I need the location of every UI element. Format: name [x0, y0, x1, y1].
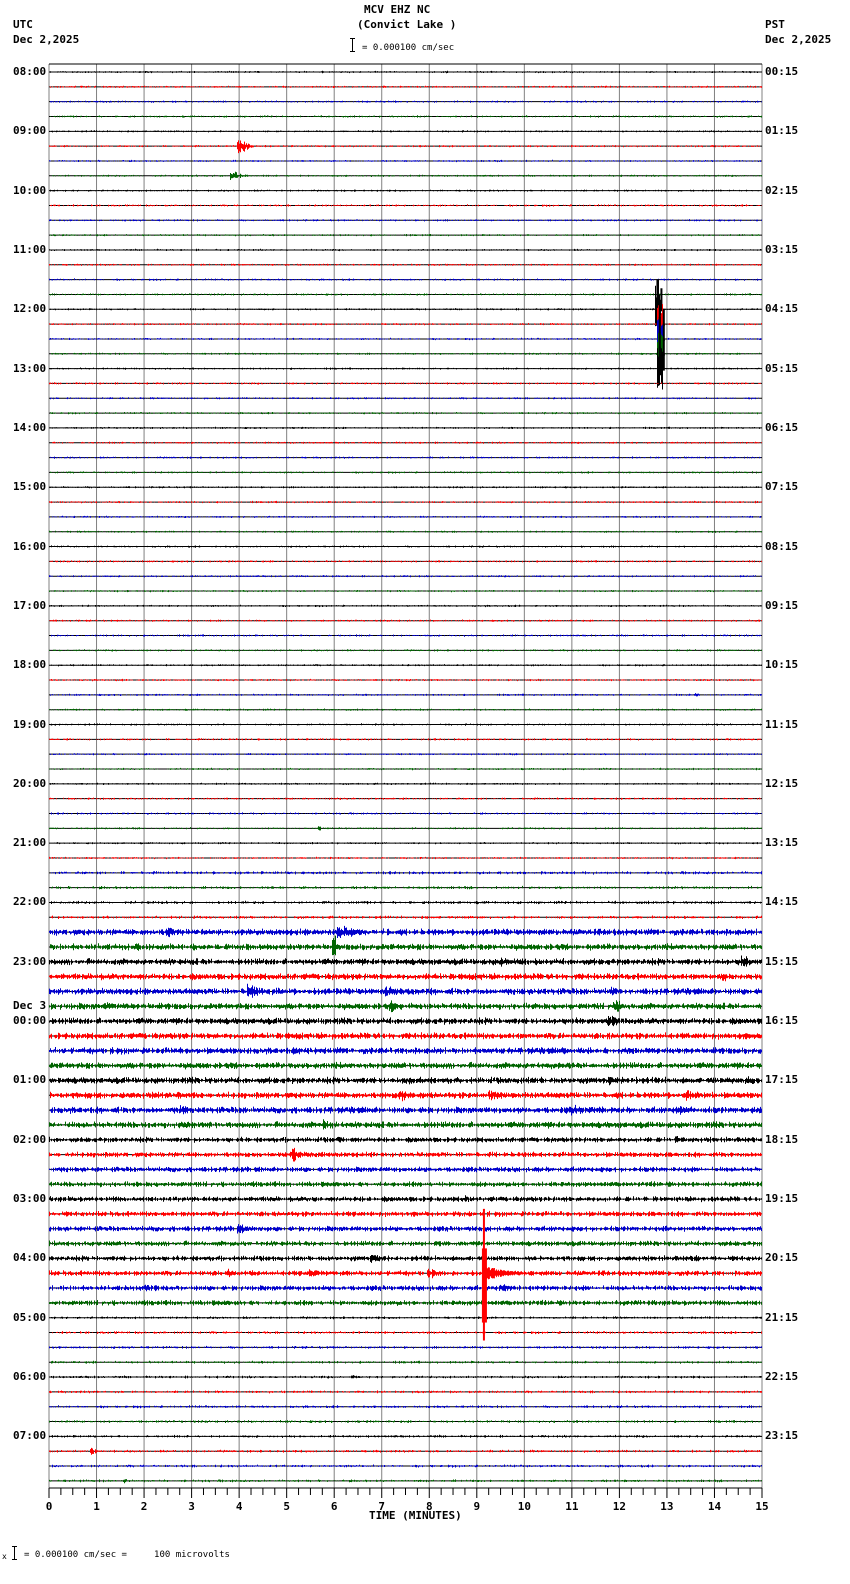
pst-hour-label: 19:15 [765, 1192, 799, 1206]
pst-hour-label: 16:15 [765, 1014, 799, 1028]
pst-hour-label: 07:15 [765, 480, 799, 494]
left-timezone: UTC [13, 18, 33, 31]
pst-hour-label: 06:15 [765, 420, 799, 434]
utc-hour-label: 16:00 [13, 539, 47, 553]
station-title: MCV EHZ NC [364, 3, 431, 16]
x-tick-label: 7 [378, 1500, 385, 1513]
x-tick-label: 13 [660, 1500, 673, 1513]
utc-hour-label: 10:00 [13, 183, 47, 197]
utc-hour-label: 22:00 [13, 895, 47, 909]
pst-hour-label: 14:15 [765, 895, 799, 909]
utc-hour-label: 14:00 [13, 420, 47, 434]
pst-hour-label: 22:15 [765, 1370, 799, 1384]
x-tick-label: 3 [188, 1500, 195, 1513]
x-tick-label: 11 [565, 1500, 579, 1513]
utc-hour-label: 07:00 [13, 1429, 47, 1443]
utc-hour-label: 05:00 [13, 1310, 47, 1324]
pst-hour-label: 10:15 [765, 658, 799, 672]
x-tick-label: 0 [46, 1500, 53, 1513]
pst-hour-label: 02:15 [765, 183, 799, 197]
x-tick-label: 14 [708, 1500, 722, 1513]
date-change-label: Dec 3 [13, 999, 47, 1013]
x-tick-label: 1 [93, 1500, 100, 1513]
x-axis-label: TIME (MINUTES) [369, 1509, 462, 1522]
footer-scale-text: = 0.000100 cm/sec = 100 microvolts [24, 1550, 230, 1560]
station-location: (Convict Lake ) [357, 18, 457, 31]
utc-hour-label: 11:00 [13, 242, 47, 256]
utc-hour-label: 09:00 [13, 124, 47, 138]
utc-hour-label: 17:00 [13, 598, 47, 612]
pst-hour-label: 05:15 [765, 361, 799, 375]
x-tick-label: 12 [613, 1500, 626, 1513]
utc-hour-label: 01:00 [13, 1073, 47, 1087]
pst-hour-label: 15:15 [765, 954, 799, 968]
footer-marker: x [2, 1552, 7, 1561]
header-scale-text: = 0.000100 cm/sec [362, 43, 455, 53]
utc-hour-label: 18:00 [13, 658, 47, 672]
footer-scale-bar-icon [12, 1546, 20, 1560]
utc-hour-label: 03:00 [13, 1192, 47, 1206]
x-tick-label: 8 [426, 1500, 433, 1513]
pst-hour-label: 20:15 [765, 1251, 799, 1265]
left-date: Dec 2,2025 [13, 33, 80, 46]
pst-hour-label: 08:15 [765, 539, 799, 553]
pst-hour-label: 01:15 [765, 124, 799, 138]
pst-hour-label: 18:15 [765, 1132, 799, 1146]
utc-hour-label: 15:00 [13, 480, 47, 494]
utc-hour-label: 06:00 [13, 1370, 47, 1384]
x-tick-label: 9 [473, 1500, 480, 1513]
utc-hour-label: 23:00 [13, 954, 47, 968]
x-tick-label: 15 [755, 1500, 768, 1513]
pst-hour-label: 11:15 [765, 717, 799, 731]
pst-hour-label: 21:15 [765, 1310, 799, 1324]
utc-hour-label: 08:00 [13, 65, 47, 78]
utc-hour-label: 00:00 [13, 1014, 47, 1028]
x-tick-label: 6 [331, 1500, 338, 1513]
pst-hour-label: 17:15 [765, 1073, 799, 1087]
scale-bar-icon [350, 38, 358, 52]
pst-hour-label: 09:15 [765, 598, 799, 612]
utc-hour-label: 20:00 [13, 776, 47, 790]
pst-hour-label: 03:15 [765, 242, 799, 256]
utc-hour-label: 13:00 [13, 361, 47, 375]
pst-hour-label: 12:15 [765, 776, 799, 790]
x-tick-label: 10 [518, 1500, 531, 1513]
utc-hour-label: 21:00 [13, 836, 47, 850]
pst-hour-label: 23:15 [765, 1429, 799, 1443]
right-timezone: PST [765, 18, 785, 31]
pst-hour-label: 04:15 [765, 302, 799, 316]
pst-hour-label: 00:15 [765, 65, 799, 78]
x-tick-label: 2 [141, 1500, 148, 1513]
utc-hour-label: 19:00 [13, 717, 47, 731]
utc-hour-label: 02:00 [13, 1132, 47, 1146]
x-tick-label: 4 [236, 1500, 243, 1513]
right-date: Dec 2,2025 [765, 33, 832, 46]
utc-hour-label: 12:00 [13, 302, 47, 316]
x-tick-label: 5 [283, 1500, 290, 1513]
pst-hour-label: 13:15 [765, 836, 799, 850]
utc-hour-label: 04:00 [13, 1251, 47, 1265]
